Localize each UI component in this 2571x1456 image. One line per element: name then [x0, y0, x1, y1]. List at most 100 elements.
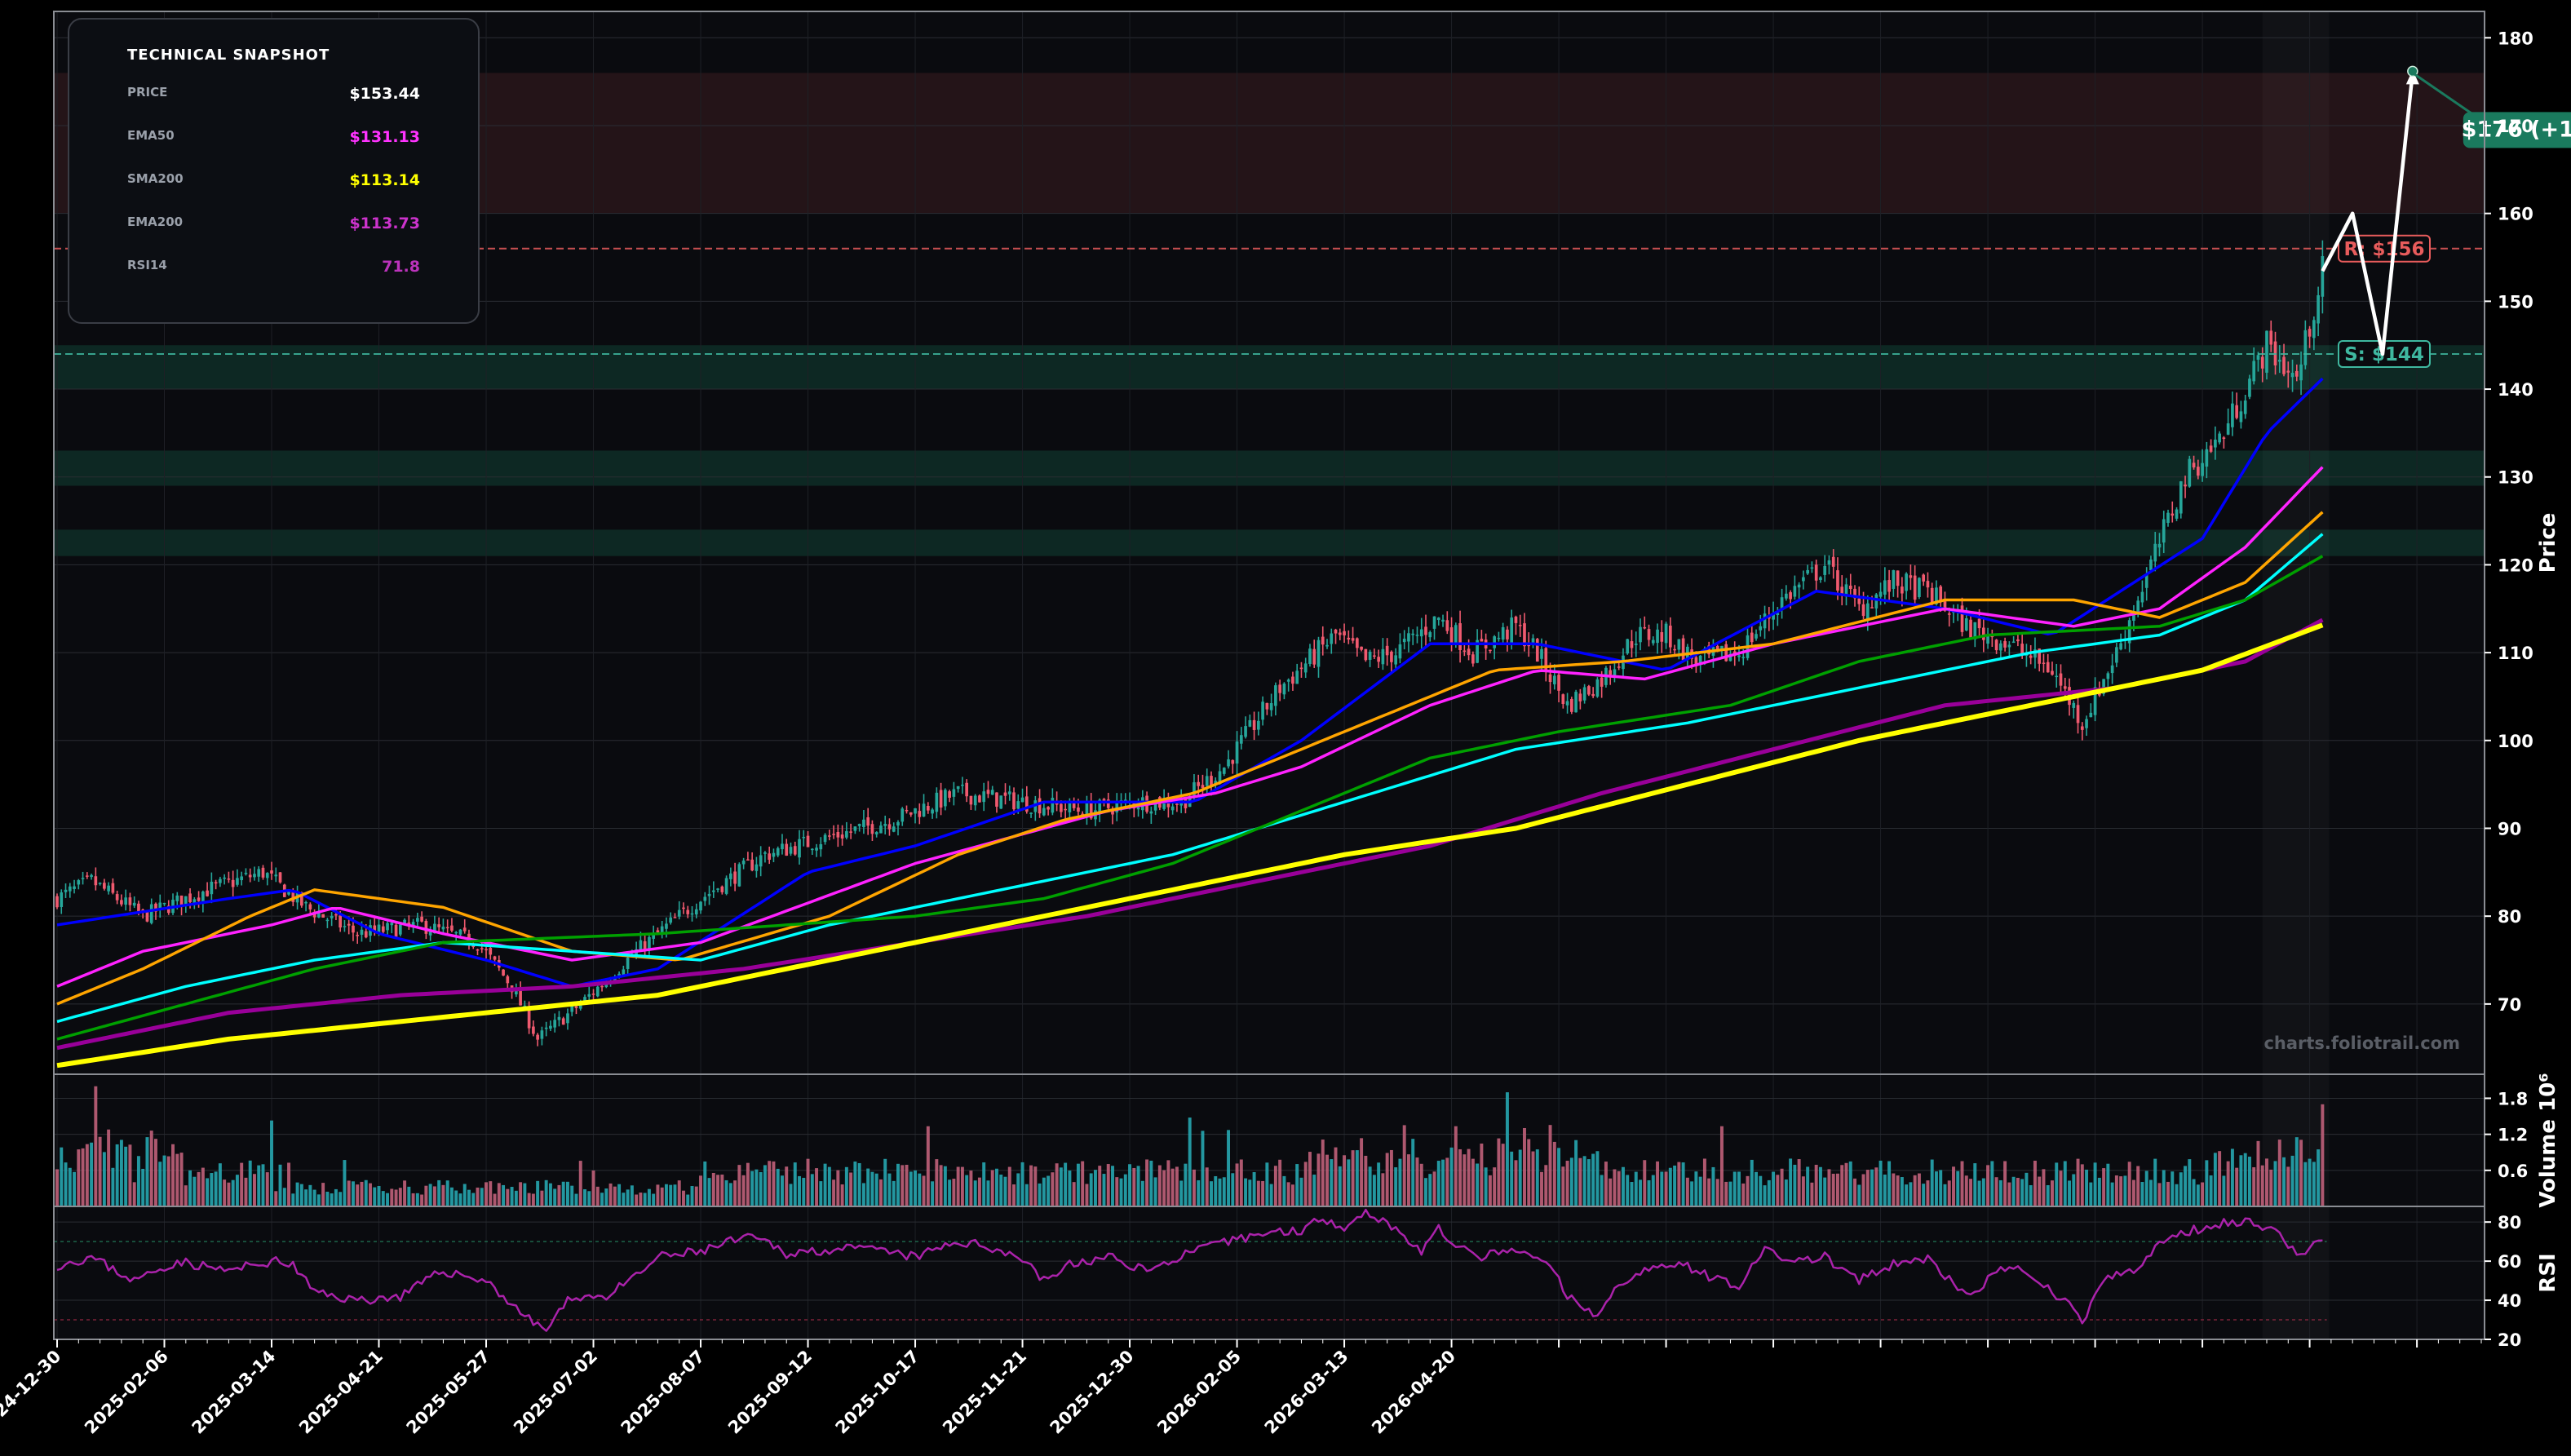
- volume-bar: [548, 1183, 552, 1206]
- volume-bar: [2273, 1161, 2277, 1206]
- volume-bar: [660, 1187, 664, 1206]
- volume-bar: [1685, 1177, 1689, 1206]
- volume-bar: [1969, 1179, 1973, 1206]
- volume-bar: [1256, 1180, 1260, 1206]
- candle-body: [1330, 633, 1334, 644]
- candle-body: [364, 931, 368, 938]
- volume-bar: [2317, 1149, 2321, 1206]
- candle-body: [325, 919, 330, 922]
- candle-body: [356, 935, 360, 936]
- volume-bar: [741, 1175, 746, 1206]
- candle-body: [1870, 607, 1874, 609]
- candle-body: [686, 909, 690, 914]
- volume-bar: [2144, 1171, 2148, 1206]
- volume-bar: [373, 1187, 377, 1206]
- volume-bar: [999, 1175, 1003, 1206]
- candle-body: [793, 846, 797, 855]
- volume-bar: [1759, 1175, 1763, 1206]
- candle-body: [1415, 635, 1419, 636]
- volume-bar: [853, 1161, 857, 1206]
- volume-bar: [2175, 1184, 2179, 1206]
- volume-bar: [647, 1188, 651, 1206]
- volume-bar: [1192, 1169, 1196, 1206]
- volume-bar: [210, 1173, 214, 1206]
- candle-body: [1476, 639, 1479, 663]
- volume-bar: [905, 1164, 909, 1206]
- candle-body: [587, 994, 591, 997]
- price-tick-label: 180: [2498, 29, 2533, 48]
- candle-body: [1299, 667, 1303, 670]
- candle-body: [1741, 657, 1746, 658]
- candle-body: [1402, 639, 1406, 643]
- volume-bar: [2201, 1182, 2205, 1206]
- volume-bar: [261, 1164, 265, 1206]
- candle-body: [690, 913, 694, 915]
- candle-body: [2265, 330, 2268, 373]
- candle-body: [236, 878, 239, 885]
- volume-bar: [2140, 1182, 2144, 1206]
- volume-bar: [351, 1181, 355, 1206]
- volume-bar: [2153, 1158, 2157, 1206]
- volume-bar: [1943, 1184, 1947, 1206]
- volume-bar: [188, 1170, 192, 1206]
- volume-bar: [158, 1162, 162, 1206]
- volume-bar: [1355, 1150, 1359, 1206]
- watermark: charts.foliotrail.com: [2263, 1033, 2460, 1053]
- candle-body: [1360, 646, 1363, 650]
- outer-frame: [53, 11, 2485, 1340]
- candle-body: [1162, 799, 1166, 809]
- volume-bar: [874, 1173, 878, 1206]
- candle-body: [1115, 802, 1119, 812]
- volume-bar: [2269, 1169, 2273, 1206]
- candle-body: [2214, 439, 2217, 448]
- candle-body: [2218, 433, 2221, 443]
- candle-body: [304, 901, 308, 904]
- candle-body: [785, 843, 789, 856]
- volume-bar: [630, 1185, 634, 1206]
- candle-body: [2179, 481, 2183, 514]
- price-tick-label: 70: [2498, 995, 2521, 1015]
- candle-body: [1261, 701, 1264, 720]
- volume-bar: [608, 1183, 613, 1206]
- candle-body: [462, 927, 467, 932]
- candle-body: [1303, 663, 1308, 673]
- volume-bar: [1591, 1153, 1595, 1206]
- volume-bar: [1248, 1179, 1252, 1206]
- candle-body: [1407, 633, 1410, 642]
- volume-bar: [1334, 1147, 1338, 1206]
- candle-body: [711, 890, 715, 892]
- volume-bar: [1994, 1177, 1998, 1206]
- volume-bar: [1347, 1159, 1351, 1206]
- volume-bar: [763, 1165, 767, 1206]
- candle-body: [2029, 655, 2033, 658]
- candle-body: [441, 927, 445, 930]
- candle-body: [622, 969, 626, 976]
- volume-bar: [179, 1153, 184, 1206]
- volume-bar: [827, 1166, 831, 1206]
- snapshot-box: [68, 18, 480, 324]
- volume-bar: [356, 1184, 360, 1206]
- candle-body: [2115, 647, 2118, 663]
- volume-bar: [1436, 1161, 1440, 1206]
- volume-bar: [1038, 1183, 1042, 1206]
- volume-bar: [420, 1194, 424, 1206]
- candle-body: [806, 835, 810, 847]
- candle-body: [206, 890, 209, 896]
- candle-body: [724, 878, 728, 894]
- candle-body: [377, 924, 381, 932]
- volume-bar: [1639, 1179, 1642, 1206]
- volume-bar: [480, 1188, 484, 1206]
- candle-body: [1480, 639, 1484, 642]
- volume-bar: [1441, 1159, 1445, 1206]
- candle-body: [1591, 693, 1595, 697]
- volume-bar: [617, 1184, 622, 1206]
- candle-body: [1235, 741, 1239, 764]
- candle-body: [2222, 437, 2226, 440]
- candle-body: [1930, 587, 1934, 604]
- candle-body: [480, 948, 484, 949]
- candle-body: [935, 792, 939, 812]
- candle-body: [179, 895, 184, 907]
- candle-body: [1445, 620, 1449, 631]
- volume-bar: [1613, 1169, 1617, 1206]
- volume-bar: [1900, 1177, 1904, 1206]
